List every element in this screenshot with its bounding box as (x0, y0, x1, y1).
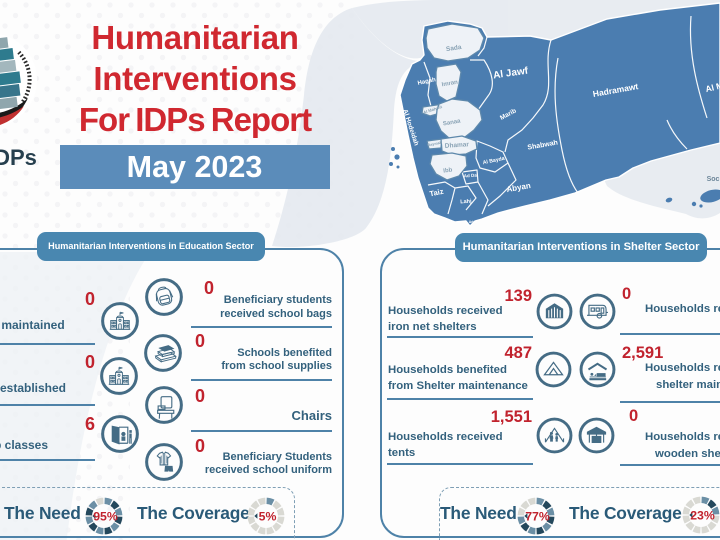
svg-text:Raymah: Raymah (427, 140, 443, 147)
svg-text:Al M: Al M (704, 80, 720, 94)
svg-text:Taiz: Taiz (429, 187, 445, 199)
svg-text:Sanaa: Sanaa (443, 118, 462, 127)
svg-text:Aden: Aden (469, 220, 477, 224)
svg-text:Sada: Sada (446, 44, 463, 53)
svg-text:23%: 23% (690, 508, 715, 522)
svg-text:5%: 5% (259, 509, 277, 523)
svg-text:Al Mahwit: Al Mahwit (422, 104, 443, 115)
svg-text:Ibb: Ibb (443, 167, 453, 174)
svg-text:Hagah: Hagah (417, 77, 437, 87)
svg-text:Ad Dal: Ad Dal (464, 173, 479, 179)
svg-text:Soc: Soc (707, 176, 720, 183)
svg-text:Dhamar: Dhamar (445, 141, 470, 150)
svg-text:Imran: Imran (441, 80, 458, 89)
svg-text:Al Jawf: Al Jawf (493, 66, 530, 82)
svg-text:Lahj: Lahj (460, 199, 472, 206)
svg-text:95%: 95% (93, 509, 118, 523)
svg-text:Al Bayda: Al Bayda (482, 156, 505, 167)
svg-text:77%: 77% (525, 509, 550, 523)
svg-text:Abyan: Abyan (506, 181, 532, 194)
